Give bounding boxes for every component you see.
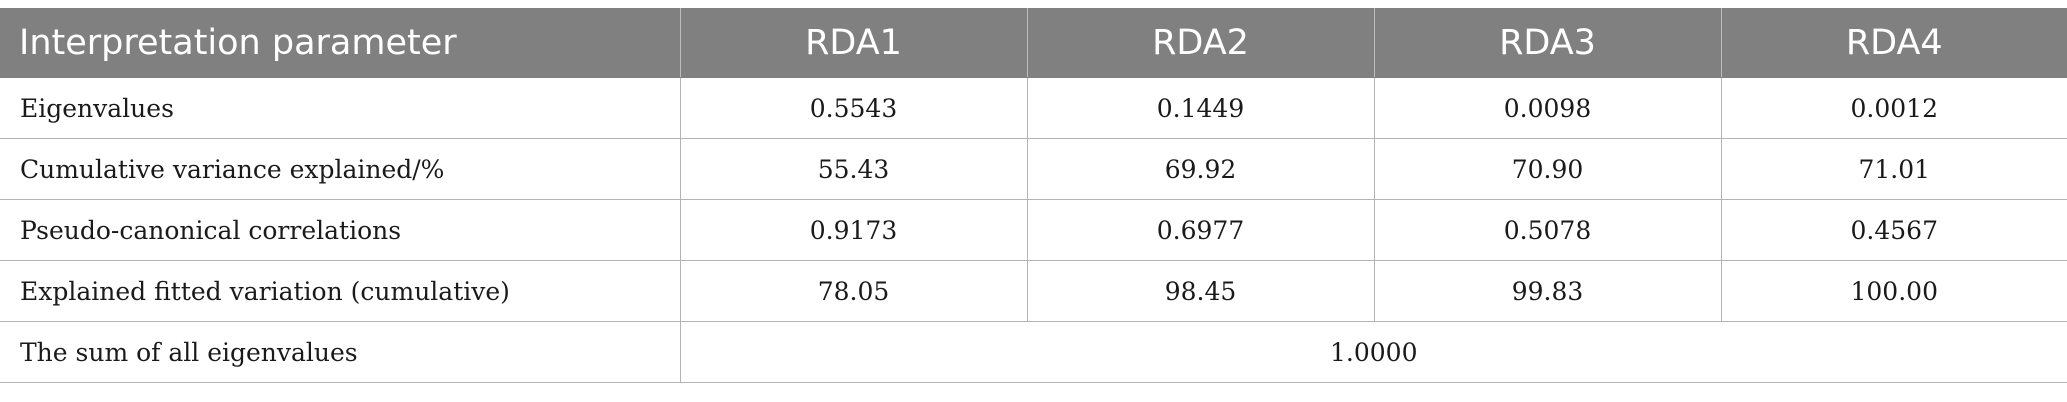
rda-results-table: Interpretation parameter RDA1 RDA2 RDA3 … — [0, 8, 2067, 383]
results-table-container: Interpretation parameter RDA1 RDA2 RDA3 … — [0, 8, 2067, 383]
cell-sum-value: 1.0000 — [680, 321, 2067, 383]
cell-rda4: 0.0012 — [1721, 77, 2067, 139]
row-label: The sum of all eigenvalues — [0, 321, 681, 383]
cell-rda2: 69.92 — [1027, 138, 1375, 200]
row-label: Cumulative variance explained/% — [0, 138, 681, 200]
cell-rda4: 100.00 — [1721, 260, 2067, 322]
header-rda3: RDA3 — [1374, 8, 1722, 78]
cell-rda4: 71.01 — [1721, 138, 2067, 200]
cell-rda2: 0.1449 — [1027, 77, 1375, 139]
table-row-eigenvalues: Eigenvalues 0.5543 0.1449 0.0098 0.0012 — [0, 77, 2067, 139]
table-row-sum-eigenvalues: The sum of all eigenvalues 1.0000 — [0, 321, 2067, 383]
cell-rda2: 0.6977 — [1027, 199, 1375, 261]
header-interpretation-parameter: Interpretation parameter — [0, 8, 681, 78]
table-row-pseudo-canonical: Pseudo-canonical correlations 0.9173 0.6… — [0, 199, 2067, 261]
row-label: Eigenvalues — [0, 77, 681, 139]
row-label: Pseudo-canonical correlations — [0, 199, 681, 261]
cell-rda1: 78.05 — [680, 260, 1028, 322]
table-header-row: Interpretation parameter RDA1 RDA2 RDA3 … — [0, 8, 2067, 78]
cell-rda3: 0.0098 — [1374, 77, 1722, 139]
cell-rda1: 55.43 — [680, 138, 1028, 200]
cell-rda1: 0.9173 — [680, 199, 1028, 261]
header-rda2: RDA2 — [1027, 8, 1375, 78]
row-label: Explained fitted variation (cumulative) — [0, 260, 681, 322]
cell-rda4: 0.4567 — [1721, 199, 2067, 261]
table-row-explained-fitted: Explained fitted variation (cumulative) … — [0, 260, 2067, 322]
cell-rda3: 0.5078 — [1374, 199, 1722, 261]
cell-rda3: 70.90 — [1374, 138, 1722, 200]
cell-rda2: 98.45 — [1027, 260, 1375, 322]
header-rda1: RDA1 — [680, 8, 1028, 78]
cell-rda1: 0.5543 — [680, 77, 1028, 139]
header-rda4: RDA4 — [1721, 8, 2067, 78]
cell-rda3: 99.83 — [1374, 260, 1722, 322]
table-row-cumulative-variance: Cumulative variance explained/% 55.43 69… — [0, 138, 2067, 200]
